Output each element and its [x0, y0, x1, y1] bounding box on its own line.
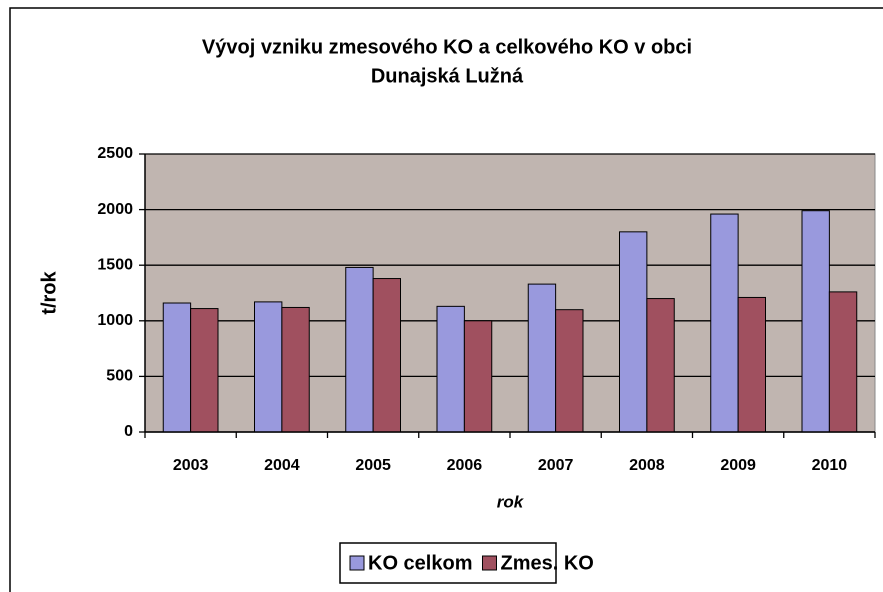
- y-tick-label: 1000: [97, 312, 133, 329]
- y-tick-label: 500: [106, 368, 133, 385]
- x-tick-label: 2005: [355, 457, 391, 474]
- x-tick-label: 2008: [629, 457, 665, 474]
- bar: [828, 291, 858, 433]
- chart-title: Vývoj vzniku zmesového KO a celkového KO…: [202, 36, 692, 58]
- bar: [646, 298, 675, 433]
- bar: [527, 283, 557, 433]
- bar: [555, 309, 584, 433]
- legend-box: [339, 542, 557, 584]
- x-axis-label: rok: [497, 492, 525, 511]
- x-tick-label: 2006: [447, 457, 483, 474]
- legend-label: Zmes. KO: [500, 552, 593, 574]
- x-tick-label: 2009: [720, 457, 756, 474]
- y-tick-label: 2000: [97, 201, 133, 218]
- bar: [436, 305, 465, 433]
- x-tick-label: 2003: [173, 457, 209, 474]
- legend-swatch: [349, 555, 365, 571]
- y-axis-label: t/rok: [38, 270, 60, 314]
- y-tick-label: 0: [124, 423, 133, 440]
- bar: [801, 210, 830, 433]
- y-tick-label: 1500: [97, 256, 133, 273]
- bar: [281, 306, 310, 433]
- chart-title: Dunajská Lužná: [371, 65, 524, 87]
- x-tick-label: 2010: [812, 457, 848, 474]
- y-tick-label: 2500: [97, 145, 133, 162]
- bar: [162, 302, 192, 433]
- x-tick-label: 2007: [538, 457, 574, 474]
- bar: [710, 213, 739, 433]
- legend-swatch: [481, 555, 497, 571]
- bar: [345, 266, 374, 433]
- bar: [254, 301, 283, 433]
- bar: [619, 231, 648, 433]
- bar: [372, 278, 401, 433]
- legend-label: KO celkom: [368, 552, 472, 574]
- bar: [737, 296, 766, 433]
- bar: [190, 308, 219, 433]
- x-tick-label: 2004: [264, 457, 300, 474]
- bar: [463, 320, 493, 433]
